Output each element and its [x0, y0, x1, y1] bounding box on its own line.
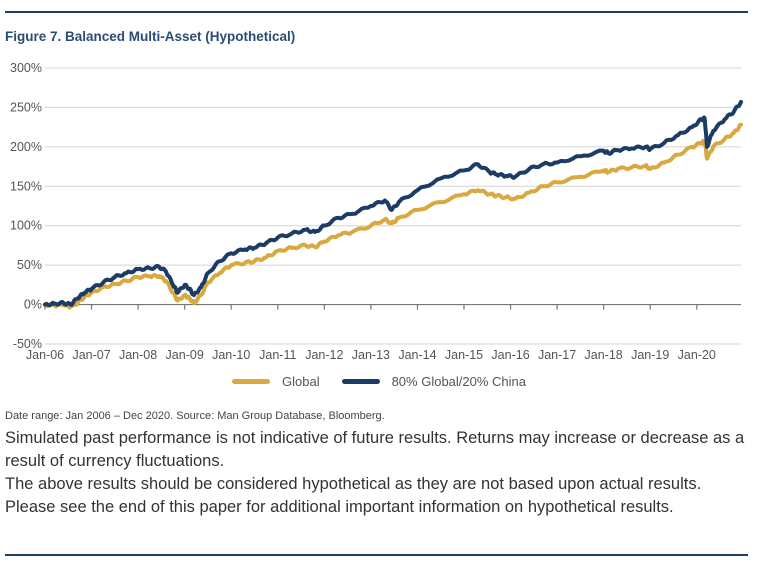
- legend: Global 80% Global/20% China: [232, 374, 548, 389]
- x-tick-label: Jan-17: [538, 348, 576, 360]
- x-tick-label: Jan-09: [166, 348, 204, 360]
- legend-item-china-mix: 80% Global/20% China: [341, 374, 526, 389]
- x-tick-label: Jan-10: [212, 348, 250, 360]
- y-tick-label: -50%: [13, 337, 42, 351]
- series-line-global: [43, 122, 743, 310]
- legend-swatch-global: [232, 379, 270, 384]
- x-axis: [44, 303, 741, 310]
- x-axis-tick-labels: Jan-06 Jan-07 Jan-08 Jan-09 Jan-10 Jan-11 Jan-…: [26, 348, 716, 360]
- x-tick-label: Jan-18: [585, 348, 623, 360]
- y-tick-label: 0%: [24, 298, 42, 312]
- legend-swatch-china-mix: [341, 379, 380, 384]
- figure-title: Figure 7. Balanced Multi-Asset (Hypothet…: [5, 29, 296, 44]
- x-tick-label: Jan-15: [445, 348, 483, 360]
- disclaimer-performance: Simulated past performance is not indica…: [5, 429, 745, 470]
- series-line-china-mix: [43, 99, 743, 308]
- x-tick-label: Jan-14: [398, 348, 436, 360]
- y-tick-label: 250%: [10, 100, 42, 114]
- x-tick-label: Jan-06: [26, 348, 64, 360]
- x-tick-label: Jan-20: [678, 348, 716, 360]
- x-tick-label: Jan-16: [491, 348, 529, 360]
- legend-label-global: Global: [282, 374, 320, 389]
- gridlines: [45, 67, 741, 345]
- x-tick-label: Jan-08: [119, 348, 157, 360]
- x-tick-label: Jan-11: [259, 348, 296, 360]
- y-tick-label: 100%: [10, 219, 42, 233]
- y-tick-label: 200%: [10, 140, 42, 154]
- source-note: Date range: Jan 2006 – Dec 2020. Source:…: [5, 410, 385, 422]
- bottom-rule: [5, 554, 748, 556]
- y-tick-label: 150%: [10, 179, 42, 193]
- x-tick-label: Jan-12: [305, 348, 343, 360]
- series-lines: [43, 99, 743, 310]
- legend-item-global: Global: [232, 374, 320, 389]
- x-tick-label: Jan-19: [631, 348, 669, 360]
- top-rule: [5, 11, 748, 13]
- legend-label-china-mix: 80% Global/20% China: [391, 374, 526, 389]
- y-tick-label: 300%: [10, 61, 42, 75]
- x-tick-label: Jan-07: [72, 348, 110, 360]
- line-chart: 300%250%200%150%100%50%0%-50% Jan-06 Jan-…: [10, 61, 743, 360]
- y-tick-label: 50%: [17, 258, 42, 272]
- y-axis-tick-labels: 300% 250% 200% 150% 100% 50% 0% -50%: [10, 61, 42, 351]
- x-tick-label: Jan-13: [352, 348, 390, 360]
- disclaimer-hypothetical: The above results should be considered h…: [5, 475, 702, 516]
